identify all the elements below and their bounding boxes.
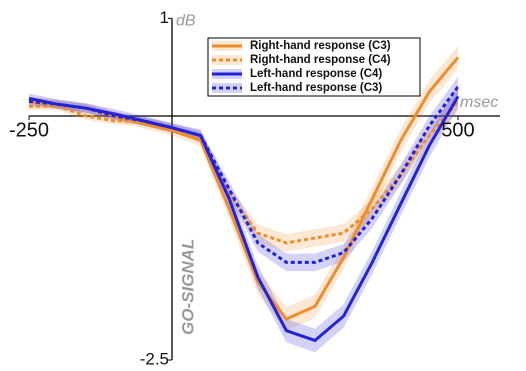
legend-label: Right-hand response (C3) <box>250 40 391 52</box>
error-band <box>29 45 458 331</box>
legend-label: Left-hand response (C3) <box>250 82 382 94</box>
y-tick-label: -2.5 <box>140 349 169 368</box>
x-unit: msec <box>460 94 498 111</box>
x-tick-label: 500 <box>441 119 474 141</box>
legend-label: Left-hand response (C4) <box>250 68 382 80</box>
y-unit: dB <box>176 13 196 30</box>
line <box>29 100 460 245</box>
legend: Right-hand response (C3) Right-hand respo… <box>207 37 421 97</box>
x-tick-label: -250 <box>9 119 49 141</box>
line <box>28 85 460 264</box>
annotation: GO-SIGNAL <box>178 239 197 335</box>
y-tick-label: 1 <box>160 8 169 27</box>
legend-box <box>207 37 421 97</box>
legend-label: Right-hand response (C4) <box>250 54 391 66</box>
